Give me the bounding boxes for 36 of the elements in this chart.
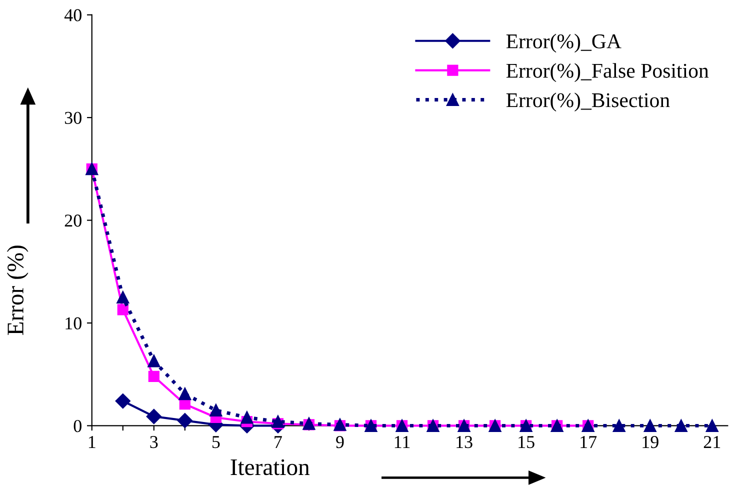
x-tick-label: 15 bbox=[518, 436, 534, 448]
point bbox=[272, 415, 284, 428]
point bbox=[706, 419, 718, 432]
point bbox=[177, 412, 192, 428]
y-tick-label: 30 bbox=[64, 112, 82, 124]
x-tick-label: 5 bbox=[212, 436, 220, 448]
point bbox=[240, 411, 254, 424]
point bbox=[115, 393, 130, 409]
legend-label: Error(%)_Bisection bbox=[506, 92, 670, 112]
x-tick-label: 21 bbox=[704, 436, 720, 448]
legend-label: Error(%)_GA bbox=[506, 34, 622, 53]
x-tick-label: 11 bbox=[394, 436, 410, 448]
y-tick-label: 0 bbox=[74, 420, 82, 432]
x-tick-label: 7 bbox=[274, 436, 282, 448]
point bbox=[612, 419, 626, 432]
point bbox=[644, 419, 656, 432]
point bbox=[146, 408, 162, 424]
point bbox=[210, 404, 222, 417]
point bbox=[148, 370, 160, 382]
y-tick-label: 40 bbox=[64, 9, 82, 22]
x-tick-label: 13 bbox=[456, 436, 472, 448]
point bbox=[116, 291, 130, 304]
x-tick-label: 3 bbox=[150, 436, 158, 448]
point bbox=[117, 304, 128, 316]
point bbox=[178, 388, 192, 400]
y-axis-title: Error (%) bbox=[6, 246, 28, 335]
legend-label: Error(%)_False Position bbox=[506, 63, 709, 82]
point bbox=[148, 354, 160, 368]
x-tick-label: 17 bbox=[580, 436, 597, 448]
y-tick-label: 10 bbox=[66, 317, 82, 330]
x-tick-label: 9 bbox=[336, 436, 344, 448]
x-tick-label: 19 bbox=[642, 436, 658, 448]
x-axis-title: Iteration bbox=[230, 459, 310, 476]
point bbox=[674, 419, 688, 432]
x-tick-label: 1 bbox=[88, 436, 96, 448]
y-tick-label: 20 bbox=[64, 214, 82, 227]
